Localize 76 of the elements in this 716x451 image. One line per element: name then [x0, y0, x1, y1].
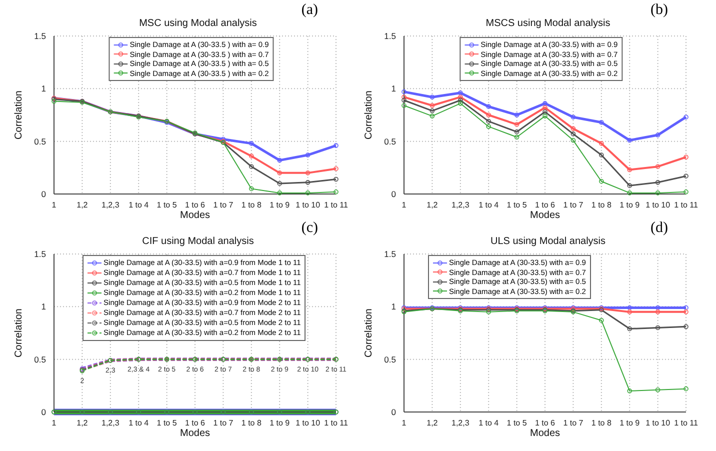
x-tick-label: 1 to 8: [241, 200, 262, 210]
x-tick-label: 1 to 11: [324, 200, 348, 210]
x-tick-label: 1: [52, 418, 57, 428]
y-tick-label: 1: [41, 302, 46, 312]
x-tick-label: 1 to 11: [324, 418, 348, 428]
x-tick-label: 1 to 5: [506, 418, 528, 428]
x-tick-label: 1 to 9: [620, 418, 640, 428]
text: (c): [301, 220, 318, 237]
x-tick-label: 1,2,3: [452, 200, 470, 210]
x-tick-label: 1 to 4: [478, 200, 500, 210]
x-tick-label: 1: [402, 418, 407, 428]
x-tick-label: 1 to 4: [128, 418, 150, 428]
x-axis-title: Modes: [180, 428, 210, 439]
y-tick-label: 0: [391, 407, 396, 418]
x-axis-title: Modes: [530, 210, 560, 221]
y-tick-label: 1: [391, 302, 396, 312]
x-tick-label: 1 to 6: [534, 418, 556, 428]
x-tick-label: 1 to 4: [478, 418, 500, 428]
x-axis-title: Modes: [180, 210, 210, 221]
y-axis-title: Correlation: [364, 90, 375, 140]
y-tick-label: 1.5: [34, 31, 46, 42]
x-tick-label: 1 to 10: [296, 418, 321, 428]
chart-title: ULS using Modal analysis: [490, 236, 606, 247]
x-tick-label: 1,2,3: [102, 418, 120, 428]
chart-title: CIF using Modal analysis: [142, 236, 254, 247]
x-tick-label: 1 to 5: [156, 200, 178, 210]
x-tick-label: 1: [402, 200, 407, 210]
y-tick-label: 1: [391, 84, 396, 94]
y-tick-label: 0.5: [384, 136, 396, 146]
chart-title: MSCS using Modal analysis: [486, 18, 610, 29]
y-tick-label: 0.5: [34, 136, 46, 146]
x-tick-label: 1 to 11: [674, 418, 698, 428]
y-tick-label: 1: [41, 84, 46, 94]
x-tick-label: 1 to 9: [270, 200, 290, 210]
text: (b): [650, 2, 668, 19]
text: (d): [650, 220, 668, 237]
x-tick-label: 1 to 8: [591, 200, 612, 210]
x-tick-label: 1,2,3: [452, 418, 470, 428]
x-tick-label: 1 to 9: [620, 200, 640, 210]
x-tick-label: 1,2: [426, 200, 438, 210]
x-axis-title: Modes: [530, 428, 560, 439]
chart-title: MSC using Modal analysis: [139, 18, 257, 29]
x-tick-label: 1 to 10: [646, 200, 671, 210]
x-tick-label: 1 to 6: [184, 418, 206, 428]
x-tick-label: 1 to 6: [184, 200, 206, 210]
x-tick-label: 1 to 7: [563, 200, 584, 210]
x-tick-label: 1 to 6: [534, 200, 556, 210]
x-tick-label: 1: [52, 200, 57, 210]
x-tick-label: 1 to 8: [241, 418, 262, 428]
x-tick-label: 1 to 5: [156, 418, 178, 428]
x-tick-label: 1,2: [426, 418, 438, 428]
text: (a): [301, 2, 318, 19]
x-tick-label: 1 to 7: [213, 418, 234, 428]
x-tick-label: 1 to 10: [296, 200, 321, 210]
y-axis-title: Correlation: [364, 308, 375, 358]
x-tick-label: 1,2: [76, 200, 88, 210]
y-tick-label: 0: [41, 407, 46, 418]
y-tick-label: 1.5: [384, 31, 396, 42]
x-tick-label: 1 to 10: [646, 418, 671, 428]
y-tick-label: 0: [391, 189, 396, 200]
x-tick-label: 1 to 11: [674, 200, 698, 210]
x-tick-label: 1 to 7: [213, 200, 234, 210]
y-tick-label: 0.5: [384, 354, 396, 364]
y-tick-label: 0: [41, 189, 46, 200]
y-axis-title: Correlation: [14, 90, 25, 140]
x-tick-label: 1 to 9: [270, 418, 290, 428]
x-tick-label: 1 to 4: [128, 200, 150, 210]
y-tick-label: 1.5: [34, 249, 46, 260]
x-tick-label: 1,2: [76, 418, 88, 428]
y-axis-title: Correlation: [14, 308, 25, 358]
x-tick-label: 1 to 7: [563, 418, 584, 428]
x-tick-label: 1,2,3: [102, 200, 120, 210]
x-tick-label: 1 to 5: [506, 200, 528, 210]
x-tick-label: 1 to 8: [591, 418, 612, 428]
y-tick-label: 1.5: [384, 249, 396, 260]
y-tick-label: 0.5: [34, 354, 46, 364]
